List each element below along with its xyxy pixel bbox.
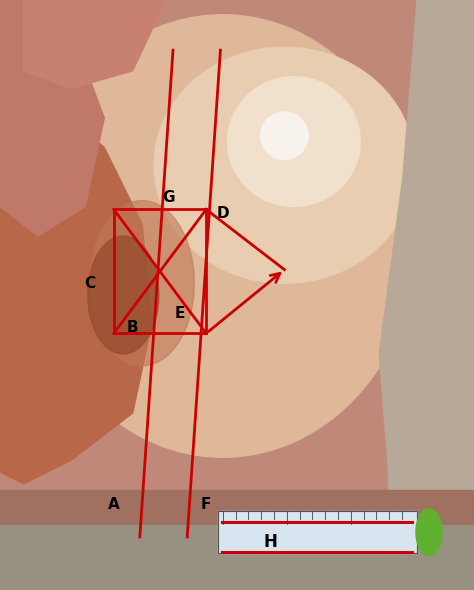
Ellipse shape <box>90 201 194 366</box>
Text: A: A <box>108 497 119 512</box>
Ellipse shape <box>154 47 415 283</box>
Polygon shape <box>0 0 104 236</box>
Polygon shape <box>24 0 166 88</box>
Text: F: F <box>201 497 211 512</box>
Text: B: B <box>127 320 138 335</box>
Ellipse shape <box>88 236 159 354</box>
Bar <box>0 525 474 590</box>
Bar <box>218 511 417 553</box>
Text: H: H <box>263 533 277 550</box>
Bar <box>218 511 417 553</box>
Text: C: C <box>84 276 96 291</box>
Text: E: E <box>175 306 185 322</box>
Text: G: G <box>162 190 174 205</box>
Bar <box>0 490 474 590</box>
Ellipse shape <box>228 77 360 206</box>
Polygon shape <box>0 106 152 484</box>
Ellipse shape <box>261 112 308 159</box>
Ellipse shape <box>416 509 442 556</box>
Text: D: D <box>217 206 229 221</box>
Polygon shape <box>379 0 474 590</box>
Ellipse shape <box>28 15 417 457</box>
